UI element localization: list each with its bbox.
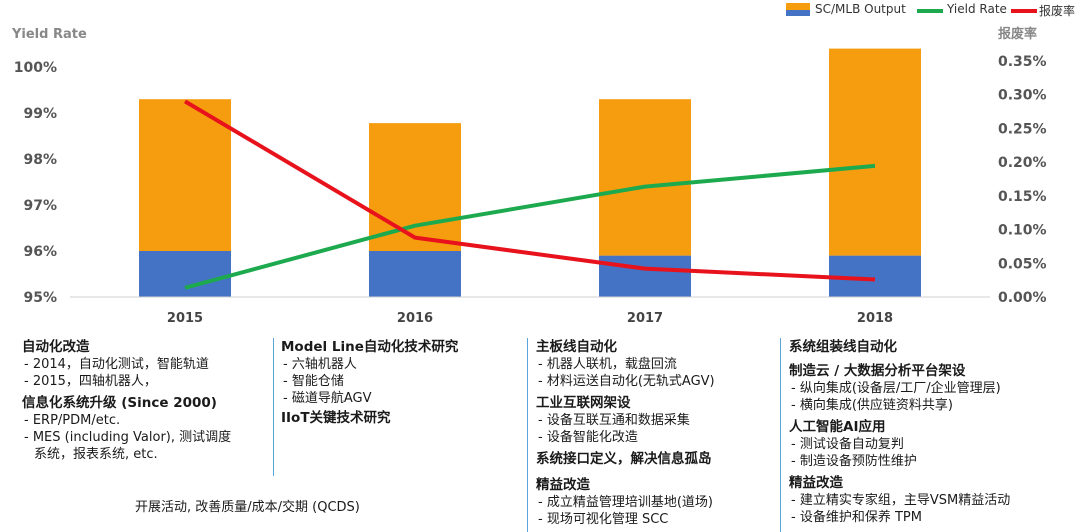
bar-segment-base bbox=[599, 255, 691, 297]
column-2016: Model Line自动化技术研究 六轴机器人 智能仓储 磁道导航AGV IIo… bbox=[281, 338, 521, 427]
legend-label-output: SC/MLB Output bbox=[815, 2, 906, 16]
column-2018: 系统组装线自动化 制造云 / 大数据分析平台架设 纵向集成(设备层/工厂/企业管… bbox=[789, 338, 1077, 526]
y2-tick-label: 0.25% bbox=[998, 121, 1047, 137]
y2-tick-label: 0.20% bbox=[998, 155, 1047, 171]
y-tick-label: 99% bbox=[23, 106, 57, 122]
y-tick-label: 95% bbox=[23, 290, 57, 306]
column-divider bbox=[527, 338, 528, 532]
section-head: IIoT关键技术研究 bbox=[281, 410, 391, 426]
section-head: 自动化改造 bbox=[22, 339, 90, 355]
column-divider bbox=[273, 338, 274, 476]
y2-tick-label: 0.00% bbox=[998, 290, 1047, 306]
list-item: 测试设备自动复判 bbox=[789, 436, 1077, 453]
x-tick-label: 2016 bbox=[397, 311, 433, 326]
x-tick-label: 2017 bbox=[627, 311, 663, 326]
section-head: 工业互联网架设 bbox=[536, 395, 631, 411]
list-item: 六轴机器人 bbox=[281, 356, 521, 373]
y-tick-label: 100% bbox=[14, 60, 57, 76]
y2-tick-label: 0.15% bbox=[998, 189, 1047, 205]
section-head: 精益改造 bbox=[789, 475, 843, 491]
section-head: 制造云 / 大数据分析平台架设 bbox=[789, 363, 966, 379]
x-tick-label: 2018 bbox=[857, 311, 893, 326]
combo-chart: Yield Rate 95% 96% 97% 98% 99% 100% 报废率 0.00% 0.0… bbox=[11, 26, 1047, 326]
y-axis-label: Yield Rate bbox=[11, 27, 87, 42]
y-tick-label: 98% bbox=[23, 152, 57, 168]
list-item: 横向集成(供应链资料共享) bbox=[789, 397, 1077, 414]
column-2015: 自动化改造 2014，自动化测试，智能轨道 2015，四轴机器人， 信息化系统升… bbox=[22, 338, 270, 463]
section-head: 精益改造 bbox=[536, 477, 590, 493]
legend-swatch-output bbox=[786, 3, 810, 16]
y2-tick-label: 0.05% bbox=[998, 256, 1047, 272]
list-item: ERP/PDM/etc. bbox=[22, 412, 270, 429]
y2-tick-label: 0.35% bbox=[998, 54, 1047, 70]
list-item: 设备互联互通和数据采集 bbox=[536, 412, 776, 429]
list-item: 设备维护和保养 TPM bbox=[789, 509, 1077, 526]
list-item: 现场可视化管理 SCC bbox=[536, 511, 776, 528]
list-item: 智能仓储 bbox=[281, 373, 521, 390]
section-head: 信息化系统升级 (Since 2000) bbox=[22, 395, 217, 411]
list-item: 制造设备预防性维护 bbox=[789, 453, 1077, 470]
section-head: 人工智能AI应用 bbox=[789, 419, 886, 435]
scrap-rate-line bbox=[183, 99, 876, 282]
section-head: Model Line自动化技术研究 bbox=[281, 339, 459, 355]
column-2017: 主板线自动化 机器人联机，载盘回流 材料运送自动化(无轨式AGV) 工业互联网架… bbox=[536, 338, 776, 528]
list-item: 纵向集成(设备层/工厂/企业管理层) bbox=[789, 380, 1077, 397]
bar-segment-top bbox=[369, 123, 461, 251]
yield-rate-line bbox=[184, 163, 876, 290]
list-item: 建立精实专家组，主导VSM精益活动 bbox=[789, 492, 1077, 509]
list-item: 设备智能化改造 bbox=[536, 429, 776, 446]
legend-swatch-yield bbox=[917, 9, 943, 13]
bar-segment-top bbox=[829, 48, 921, 256]
list-item: MES (including Valor), 测试调度系统，报表系统, etc. bbox=[22, 429, 234, 463]
bar-segment-base bbox=[369, 251, 461, 297]
column-divider bbox=[780, 338, 781, 532]
list-item: 2014，自动化测试，智能轨道 bbox=[22, 356, 270, 373]
list-item: 磁道导航AGV bbox=[281, 390, 521, 407]
y-tick-label: 96% bbox=[23, 244, 57, 260]
footer-note: 开展活动, 改善质量/成本/交期 (QCDS) bbox=[135, 500, 360, 515]
y2-axis-label: 报废率 bbox=[998, 26, 1037, 42]
y2-tick-label: 0.10% bbox=[998, 223, 1047, 239]
list-item: 材料运送自动化(无轨式AGV) bbox=[536, 373, 776, 390]
section-head: 系统组装线自动化 bbox=[789, 339, 897, 355]
list-item: 成立精益管理培训基地(道场) bbox=[536, 494, 776, 511]
section-head: 系统接口定义，解决信息孤岛 bbox=[536, 451, 712, 467]
bar-segment-top bbox=[599, 99, 691, 256]
y2-tick-label: 0.30% bbox=[998, 88, 1047, 104]
list-item: 2015，四轴机器人， bbox=[22, 373, 270, 390]
list-item: 机器人联机，载盘回流 bbox=[536, 356, 776, 373]
section-head: 主板线自动化 bbox=[536, 339, 617, 355]
bar-segment-base bbox=[139, 251, 231, 297]
legend-label-yield: Yield Rate bbox=[947, 2, 1007, 16]
y-tick-label: 97% bbox=[23, 198, 57, 214]
x-tick-label: 2015 bbox=[167, 311, 203, 326]
legend-label-scrap: 报废率 bbox=[1039, 4, 1076, 18]
bar-segment-top bbox=[139, 99, 231, 251]
legend-swatch-scrap bbox=[1011, 9, 1037, 13]
